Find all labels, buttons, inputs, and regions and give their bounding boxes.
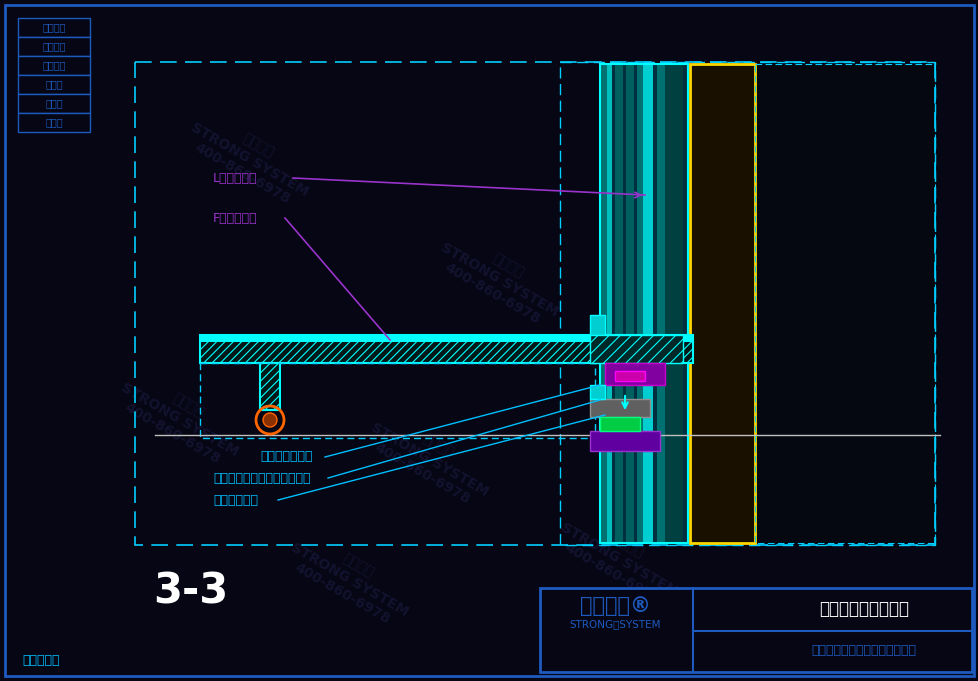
Bar xyxy=(614,371,645,381)
Text: 西创系统
STRONG SYSTEM
400-860-6978: 西创系统 STRONG SYSTEM 400-860-6978 xyxy=(430,227,568,334)
Bar xyxy=(614,64,622,543)
Text: 铝合金型材端头: 铝合金型材端头 xyxy=(260,451,312,464)
Text: 西创金属科技（江苏）有限公司: 西创金属科技（江苏）有限公司 xyxy=(811,644,915,657)
Bar xyxy=(592,340,601,348)
Text: 专利产品！: 专利产品！ xyxy=(22,654,60,667)
Text: 大跨度: 大跨度 xyxy=(45,80,63,89)
Bar xyxy=(590,315,604,340)
Text: 更精细: 更精细 xyxy=(45,118,63,127)
Bar xyxy=(590,431,659,451)
Bar xyxy=(656,64,664,543)
Text: L型精制锂柱: L型精制锂柱 xyxy=(213,172,257,185)
Circle shape xyxy=(263,413,277,427)
Bar xyxy=(637,64,643,543)
Bar xyxy=(18,94,90,113)
Text: 西创系统
STRONG SYSTEM
400-860-6978: 西创系统 STRONG SYSTEM 400-860-6978 xyxy=(610,396,748,503)
Bar xyxy=(200,363,595,438)
Bar xyxy=(604,363,664,385)
Bar xyxy=(135,62,934,545)
Bar xyxy=(664,64,683,543)
Bar xyxy=(742,64,750,543)
Text: 西创系统
STRONG SYSTEM
400-860-6978: 西创系统 STRONG SYSTEM 400-860-6978 xyxy=(360,407,499,513)
Bar xyxy=(652,64,656,543)
Text: 西创系统
STRONG SYSTEM
400-860-6978: 西创系统 STRONG SYSTEM 400-860-6978 xyxy=(111,366,249,473)
Bar xyxy=(590,399,649,417)
Text: 西创系统
STRONG SYSTEM
400-860-6978: 西创系统 STRONG SYSTEM 400-860-6978 xyxy=(551,507,689,614)
Bar xyxy=(600,417,640,431)
Bar xyxy=(18,75,90,94)
Text: STRONG｜SYSTEM: STRONG｜SYSTEM xyxy=(568,619,660,629)
Bar xyxy=(683,64,687,543)
Bar xyxy=(634,64,637,543)
Text: 公母螺栋（专利、连续栋接）: 公母螺栋（专利、连续栋接） xyxy=(213,471,310,484)
Bar xyxy=(622,64,625,543)
Bar xyxy=(200,335,692,342)
Text: 西创系统®: 西创系统® xyxy=(579,596,649,616)
Bar xyxy=(18,113,90,132)
Bar xyxy=(689,64,754,543)
Bar xyxy=(18,37,90,56)
Bar xyxy=(754,64,934,543)
Bar xyxy=(540,588,971,672)
Text: F型精制锂柱: F型精制锂柱 xyxy=(213,212,257,225)
Bar xyxy=(559,62,934,545)
Bar xyxy=(590,385,604,399)
Text: 阿那亚雾灵山图书馆: 阿那亚雾灵山图书馆 xyxy=(819,600,908,618)
Bar xyxy=(18,56,90,75)
Text: 西创系统
STRONG SYSTEM
400-860-6978: 西创系统 STRONG SYSTEM 400-860-6978 xyxy=(680,107,819,213)
Text: 3-3: 3-3 xyxy=(153,570,228,612)
Bar xyxy=(606,64,611,543)
Text: 西创系统
STRONG SYSTEM
400-860-6978: 西创系统 STRONG SYSTEM 400-860-6978 xyxy=(181,107,319,213)
Bar xyxy=(600,64,688,543)
Bar xyxy=(625,64,634,543)
Text: 超级防腔: 超级防腔 xyxy=(42,61,66,71)
Bar xyxy=(600,64,606,543)
Bar xyxy=(18,18,90,37)
Bar xyxy=(692,64,700,543)
Text: 环保节能: 环保节能 xyxy=(42,42,66,52)
Bar xyxy=(260,363,280,410)
Bar xyxy=(200,335,692,363)
Text: 安全防火: 安全防火 xyxy=(42,22,66,33)
Bar xyxy=(643,64,652,543)
Bar xyxy=(611,64,614,543)
Text: 橡胶隔热垫块: 橡胶隔热垫块 xyxy=(213,494,258,507)
Bar xyxy=(754,64,934,543)
Text: 大通透: 大通透 xyxy=(45,99,63,108)
Bar xyxy=(590,335,683,363)
Text: 西创系统
STRONG SYSTEM
400-860-6978: 西创系统 STRONG SYSTEM 400-860-6978 xyxy=(281,526,419,633)
